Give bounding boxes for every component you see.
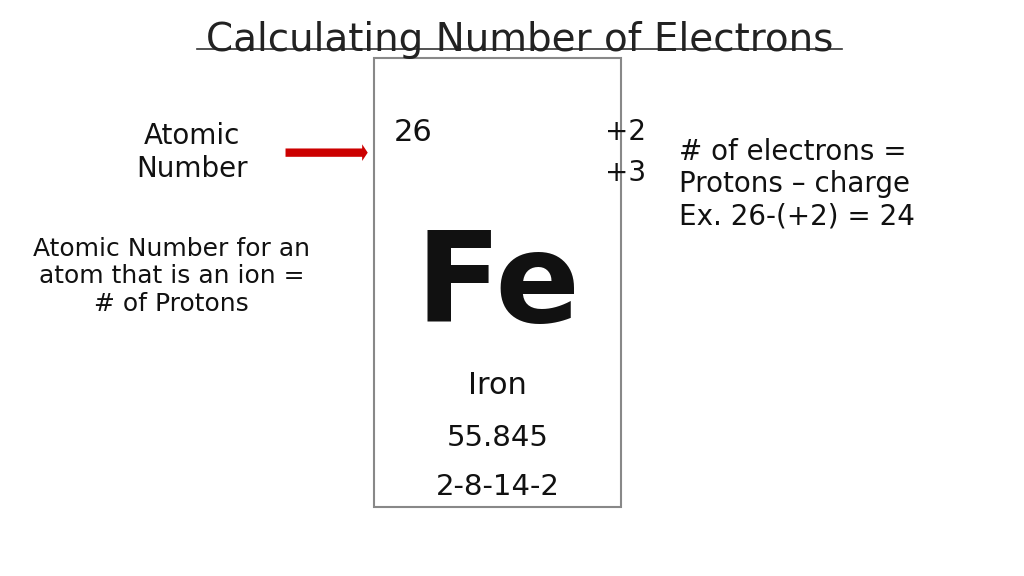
Text: 55.845: 55.845 (446, 424, 549, 452)
Text: Atomic Number for an
atom that is an ion =
# of Protons: Atomic Number for an atom that is an ion… (34, 237, 310, 316)
Text: 2-8-14-2: 2-8-14-2 (435, 473, 559, 501)
Text: # of electrons =
Protons – charge
Ex. 26-(+2) = 24: # of electrons = Protons – charge Ex. 26… (679, 138, 915, 231)
Text: Atomic
Number: Atomic Number (136, 123, 248, 183)
Text: Fe: Fe (415, 228, 580, 348)
Text: +2: +2 (605, 119, 646, 146)
Text: 26: 26 (393, 118, 432, 147)
Text: Calculating Number of Electrons: Calculating Number of Electrons (206, 21, 834, 59)
Bar (374, 58, 621, 507)
Text: +3: +3 (605, 159, 646, 187)
Text: Iron: Iron (468, 372, 527, 400)
